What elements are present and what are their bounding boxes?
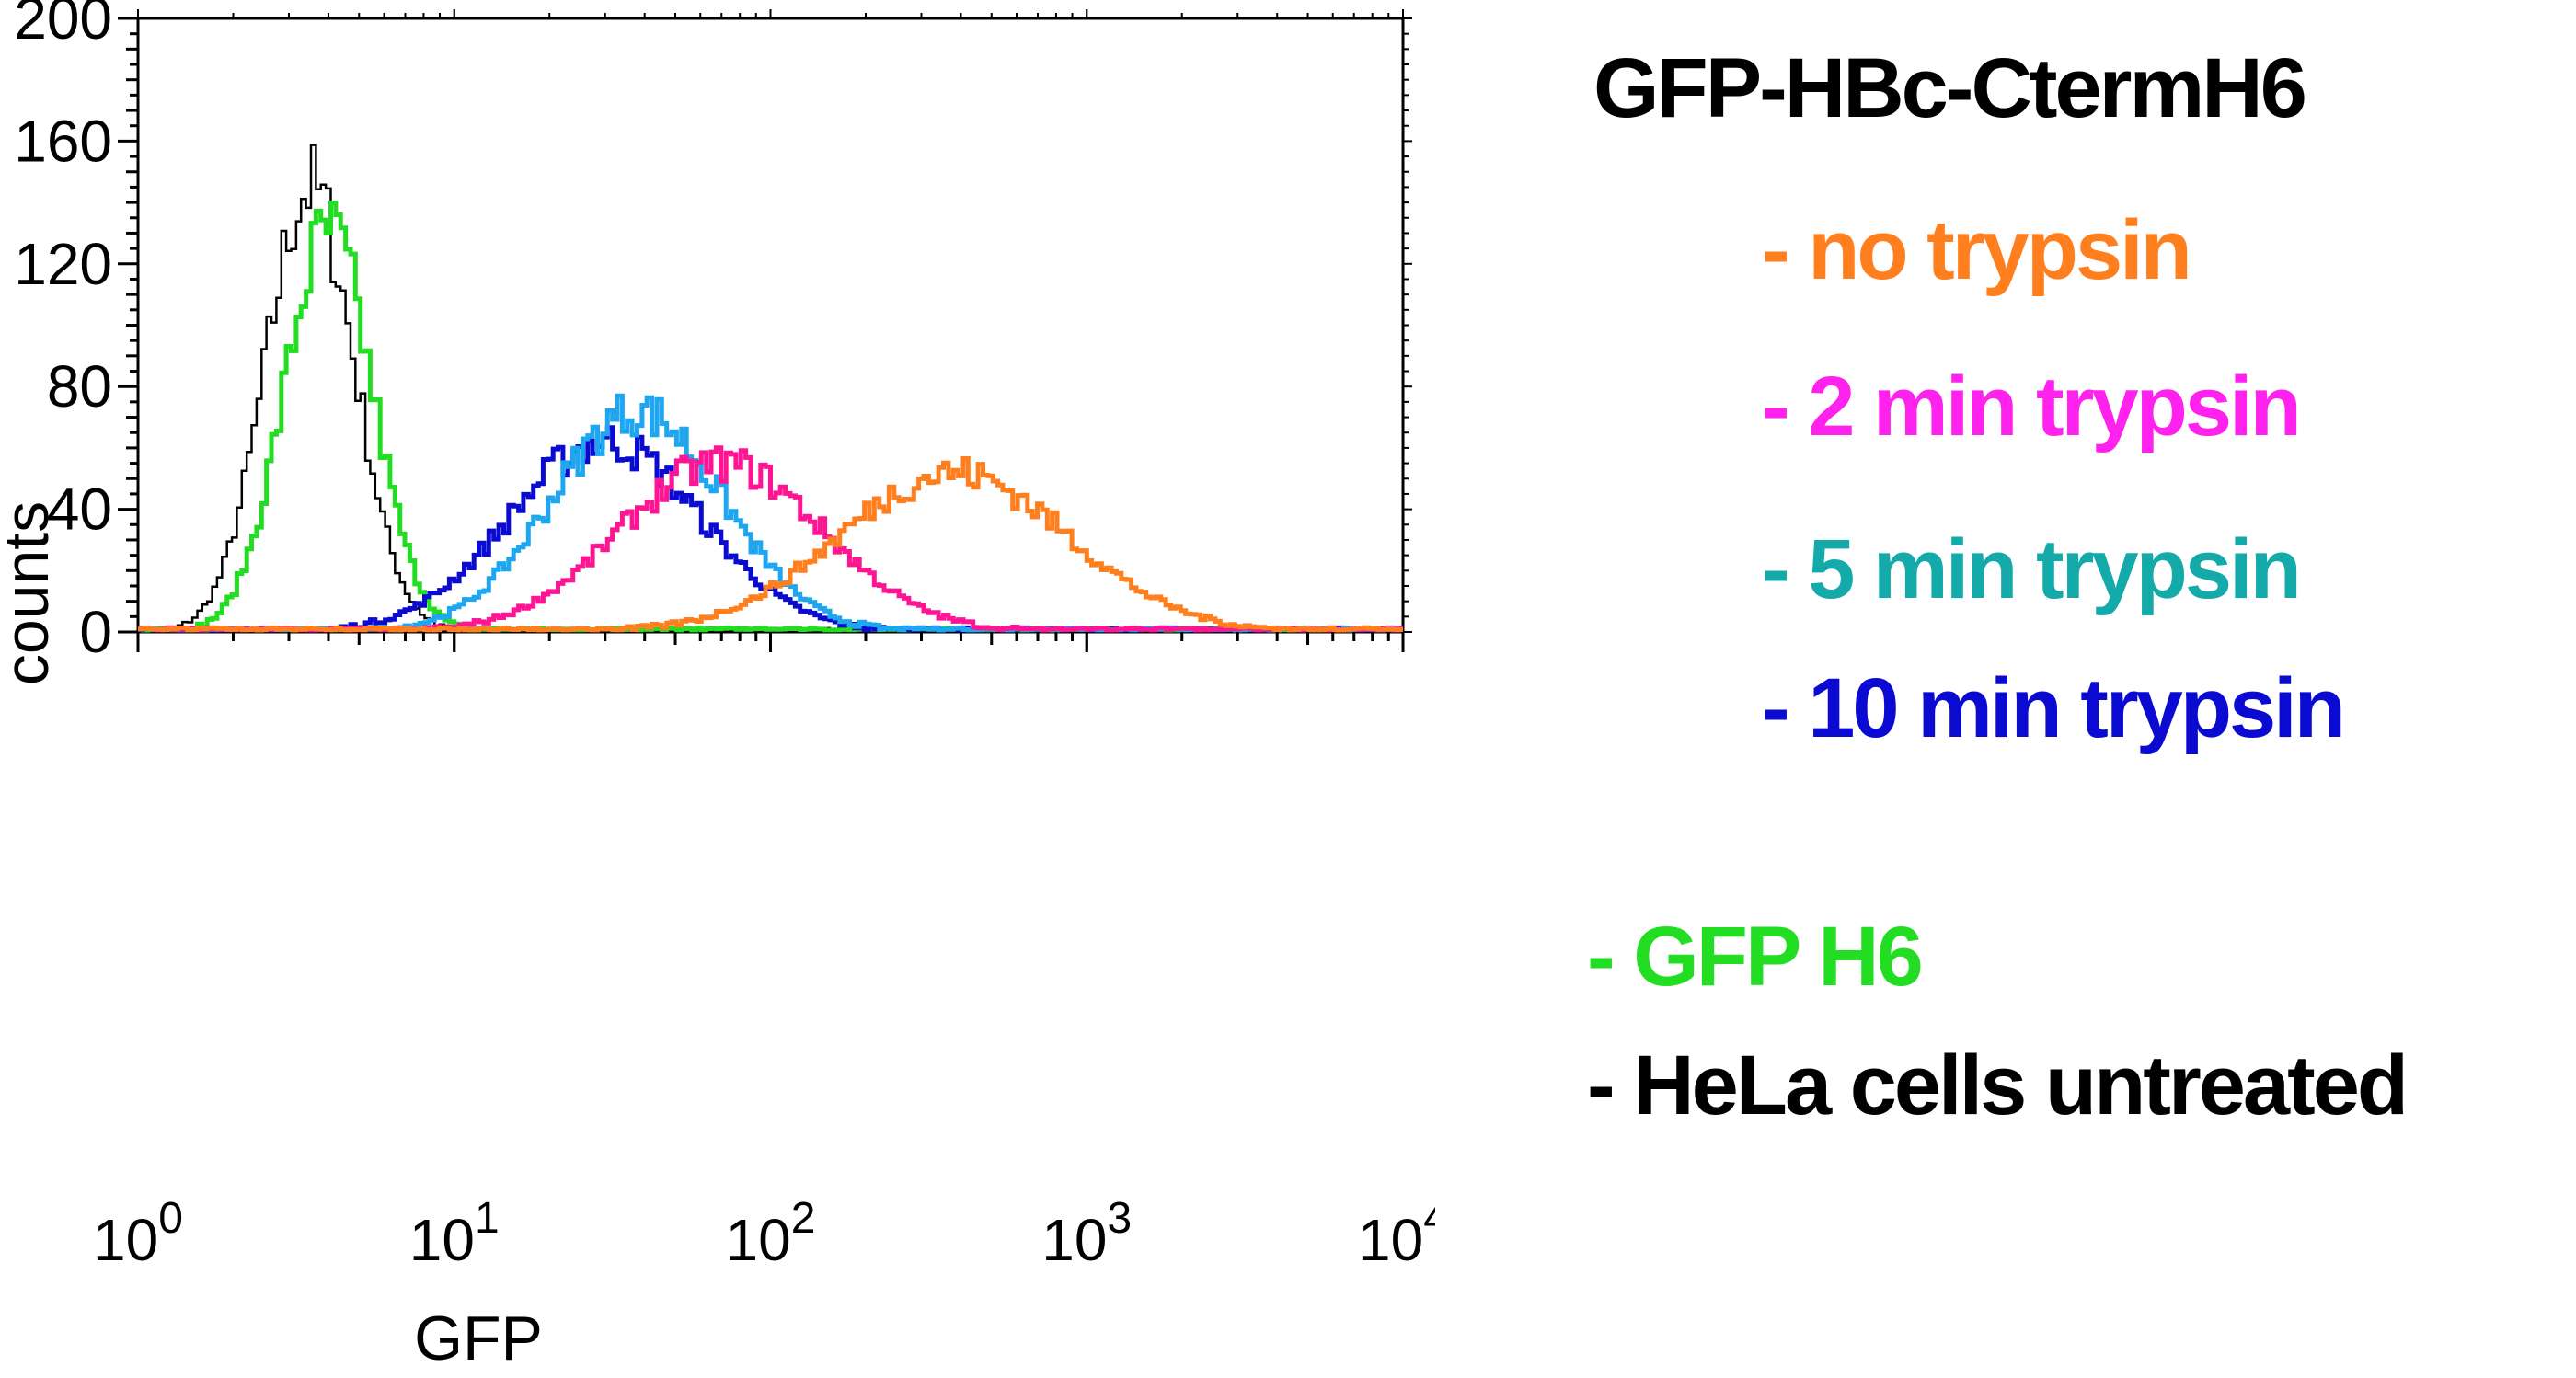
series-no-trypsin-line bbox=[138, 456, 1403, 633]
y-axis-label: counts bbox=[0, 501, 62, 685]
x-tick-label: 102 bbox=[726, 1194, 816, 1273]
y-tick-label: 160 bbox=[14, 108, 112, 174]
y-tick-label: 0 bbox=[79, 599, 112, 665]
chart-title: GFP-HBc-CtermH6 bbox=[1593, 41, 2307, 135]
x-tick-label: 104 bbox=[1358, 1194, 1435, 1273]
x-tick-label: 101 bbox=[409, 1194, 500, 1273]
y-tick-label: 200 bbox=[14, 0, 112, 52]
histogram-chart: 0 40 80 120 160 200 100 101 102 103 104 counts GFP bbox=[0, 0, 1435, 1373]
axes-layer: 0 40 80 120 160 200 100 101 102 103 104 bbox=[14, 0, 1435, 1273]
y-tick-label: 120 bbox=[14, 231, 112, 297]
x-tick-label: 100 bbox=[93, 1194, 183, 1273]
plot-frame bbox=[136, 17, 1405, 634]
y-tick-label: 40 bbox=[47, 477, 112, 543]
legend-item-gfp-h6: - GFP H6 bbox=[1587, 910, 1924, 1004]
legend-item-no-trypsin: - no trypsin bbox=[1762, 203, 2192, 297]
y-tick-label: 80 bbox=[47, 353, 112, 419]
legend: GFP-HBc-CtermH6 - no trypsin - 2 min tryp… bbox=[1435, 0, 2576, 1378]
legend-item-2-min-trypsin: - 2 min trypsin bbox=[1762, 360, 2302, 454]
series-layer bbox=[138, 144, 1403, 633]
x-axis-label: GFP bbox=[414, 1303, 543, 1373]
legend-item-hela-cells-untreated: - HeLa cells untreated bbox=[1587, 1039, 2409, 1132]
x-tick-label: 103 bbox=[1041, 1194, 1132, 1273]
legend-item-10-min-trypsin: - 10 min trypsin bbox=[1762, 661, 2346, 755]
plot-area bbox=[136, 17, 1405, 634]
legend-item-5-min-trypsin: - 5 min trypsin bbox=[1762, 522, 2302, 616]
